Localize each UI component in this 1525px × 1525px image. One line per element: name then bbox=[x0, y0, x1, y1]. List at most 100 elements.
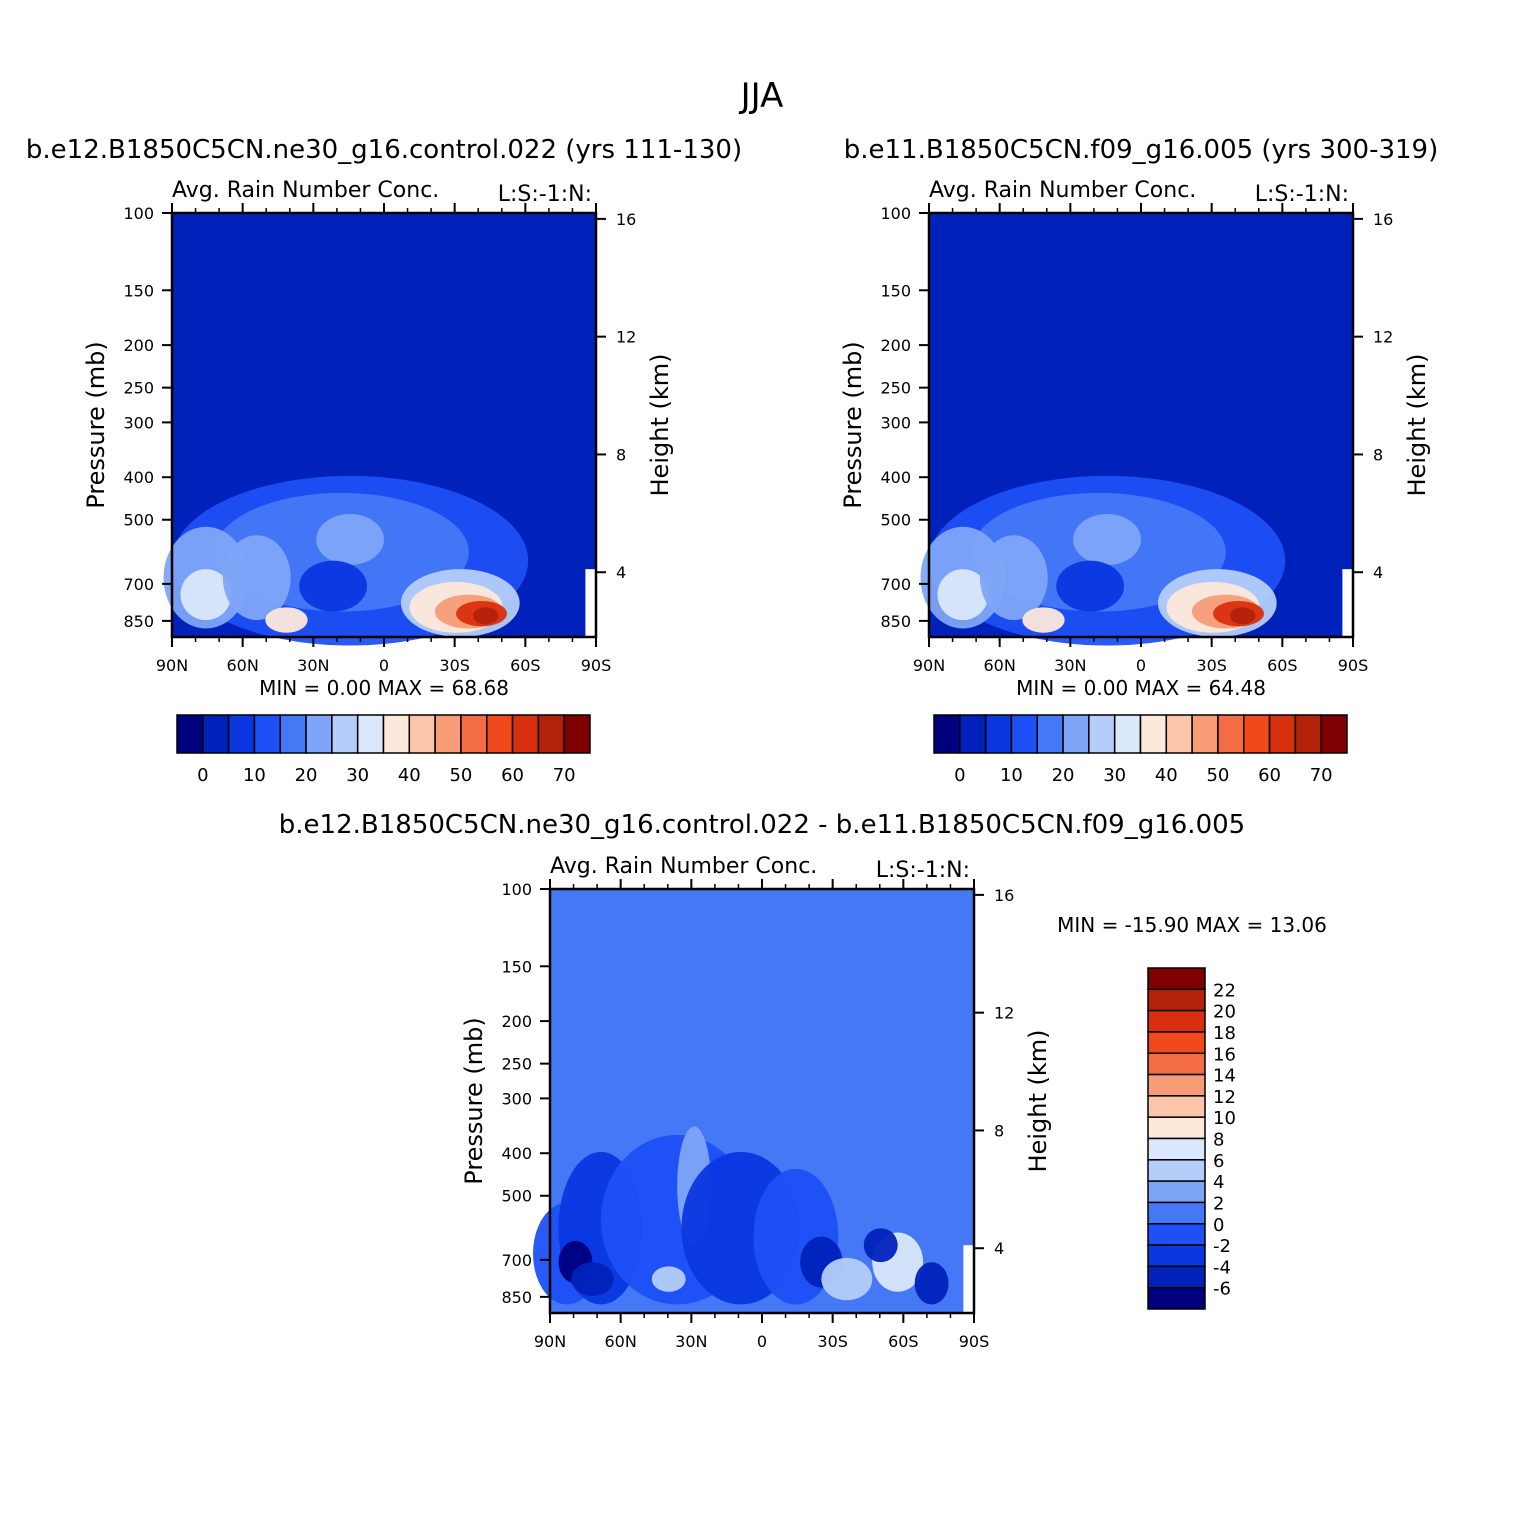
y-tick-label: 250 bbox=[880, 379, 911, 398]
colorbar-swatch bbox=[202, 714, 230, 754]
contour-region-5 bbox=[265, 607, 308, 633]
colorbar-swatch bbox=[511, 714, 540, 754]
colorbar-swatch bbox=[1243, 714, 1271, 754]
colorbar-label: 8 bbox=[1213, 1130, 1224, 1151]
colorbar-swatch bbox=[382, 714, 411, 754]
colorbar-label: 12 bbox=[1213, 1087, 1236, 1108]
colorbar-swatch bbox=[1320, 714, 1348, 754]
colorbar-label: 10 bbox=[1000, 765, 1023, 786]
y-tick-label: 250 bbox=[123, 379, 154, 398]
colorbar-swatch bbox=[1147, 1009, 1206, 1033]
colorbar-swatch bbox=[1147, 1159, 1206, 1182]
x-tick-label: 30S bbox=[1196, 656, 1227, 675]
colorbar-label: 6 bbox=[1213, 1151, 1224, 1172]
panel-annotation: L:S:-1:N: bbox=[498, 182, 592, 207]
panel-subtitle: Avg. Rain Number Conc. bbox=[929, 178, 1196, 203]
colorbar-swatch bbox=[279, 714, 307, 754]
contour-region-12 bbox=[473, 607, 499, 625]
x-tick-label: 90S bbox=[1338, 656, 1369, 675]
x-tick-label: 60S bbox=[510, 656, 541, 675]
y-tick-label: 400 bbox=[880, 468, 911, 487]
y-tick-label: 150 bbox=[880, 281, 911, 300]
panel-title: b.e11.B1850C5CN.f09_g16.005 (yrs 300-319… bbox=[844, 135, 1438, 165]
x-tick-label: 60N bbox=[605, 1332, 637, 1351]
y-tick-label: 100 bbox=[501, 880, 532, 899]
y-right-tick-label: 8 bbox=[616, 445, 626, 464]
colorbar-swatch bbox=[1147, 1073, 1206, 1097]
x-tick-label: 30S bbox=[439, 656, 470, 675]
colorbar-swatch bbox=[984, 714, 1013, 754]
y-tick-label: 150 bbox=[123, 281, 154, 300]
y-tick-label: 200 bbox=[501, 1012, 532, 1031]
x-tick-label: 60S bbox=[1267, 656, 1298, 675]
colorbar-swatch bbox=[1147, 1201, 1206, 1225]
colorbar-label: 20 bbox=[1052, 765, 1075, 786]
colorbar-swatch bbox=[486, 714, 514, 754]
colorbar-label: 60 bbox=[1258, 765, 1281, 786]
panel-stats: MIN = 0.00 MAX = 68.68 bbox=[259, 676, 509, 700]
x-tick-label: 30S bbox=[817, 1332, 848, 1351]
colorbar-swatch bbox=[933, 714, 961, 754]
colorbar-label: 22 bbox=[1213, 980, 1236, 1001]
y-tick-label: 700 bbox=[880, 575, 911, 594]
colorbar-swatch bbox=[227, 714, 256, 754]
colorbar-label: 10 bbox=[1213, 1108, 1236, 1129]
y-right-axis-label: Height (km) bbox=[1403, 354, 1431, 497]
colorbar-swatch bbox=[434, 714, 462, 754]
contour-region-5 bbox=[1022, 607, 1065, 633]
panel-stats: MIN = -15.90 MAX = 13.06 bbox=[1057, 913, 1327, 937]
colorbar-swatch bbox=[176, 714, 204, 754]
colorbar-swatch bbox=[331, 714, 359, 754]
contour-region-6 bbox=[1073, 514, 1141, 565]
y-right-tick-label: 16 bbox=[994, 886, 1014, 905]
colorbar-swatch bbox=[1147, 1180, 1206, 1204]
y-right-tick-label: 8 bbox=[994, 1121, 1004, 1140]
y-tick-label: 500 bbox=[880, 511, 911, 530]
missing-data-notch bbox=[1342, 569, 1353, 637]
x-tick-label: 90N bbox=[913, 656, 945, 675]
colorbar-swatch bbox=[1147, 1286, 1206, 1310]
contour-region-12 bbox=[914, 1262, 949, 1305]
x-tick-label: 30N bbox=[1054, 656, 1086, 675]
contour-region-7 bbox=[299, 560, 368, 612]
colorbar-swatch bbox=[1147, 1095, 1206, 1118]
y-right-tick-label: 12 bbox=[1373, 328, 1393, 347]
y-tick-label: 400 bbox=[123, 468, 154, 487]
colorbar-swatch bbox=[356, 714, 385, 754]
contour-region-6 bbox=[316, 514, 384, 565]
colorbar-label: 0 bbox=[197, 765, 208, 786]
colorbar-swatch bbox=[1113, 714, 1142, 754]
colorbar-swatch bbox=[1147, 1223, 1206, 1246]
colorbar-label: 20 bbox=[1213, 1002, 1236, 1023]
colorbar-label: 70 bbox=[1310, 765, 1333, 786]
panel-control: b.e12.B1850C5CN.ne30_g16.control.022 (yr… bbox=[26, 135, 742, 786]
x-tick-label: 0 bbox=[757, 1332, 767, 1351]
y-right-tick-label: 16 bbox=[1373, 210, 1393, 229]
colorbar-swatch bbox=[253, 714, 281, 754]
missing-data-notch bbox=[585, 569, 596, 637]
colorbar-label: 16 bbox=[1213, 1044, 1236, 1065]
contour-region-4 bbox=[222, 535, 291, 621]
colorbar-swatch bbox=[305, 714, 333, 754]
colorbar-swatch bbox=[1147, 988, 1206, 1012]
y-tick-label: 500 bbox=[501, 1187, 532, 1206]
panel-annotation: L:S:-1:N: bbox=[1255, 182, 1349, 207]
colorbar-label: 18 bbox=[1213, 1023, 1236, 1044]
y-axis-label: Pressure (mb) bbox=[460, 1017, 488, 1184]
contour-region-3 bbox=[937, 569, 989, 621]
panel-annotation: L:S:-1:N: bbox=[876, 858, 970, 883]
colorbar-label: 0 bbox=[1213, 1215, 1224, 1236]
colorbar-swatch bbox=[537, 714, 565, 754]
y-right-axis-label: Height (km) bbox=[646, 354, 674, 497]
contour-region-3 bbox=[180, 569, 232, 621]
panel-subtitle: Avg. Rain Number Conc. bbox=[550, 854, 817, 879]
colorbar-swatch bbox=[1147, 1031, 1206, 1054]
colorbar-label: 30 bbox=[1103, 765, 1126, 786]
colorbar-swatch bbox=[1147, 967, 1206, 991]
y-tick-label: 100 bbox=[123, 204, 154, 223]
colorbar-label: 10 bbox=[243, 765, 266, 786]
panel-stats: MIN = 0.00 MAX = 64.48 bbox=[1016, 676, 1266, 700]
colorbar-swatch bbox=[1165, 714, 1193, 754]
y-tick-label: 700 bbox=[123, 575, 154, 594]
